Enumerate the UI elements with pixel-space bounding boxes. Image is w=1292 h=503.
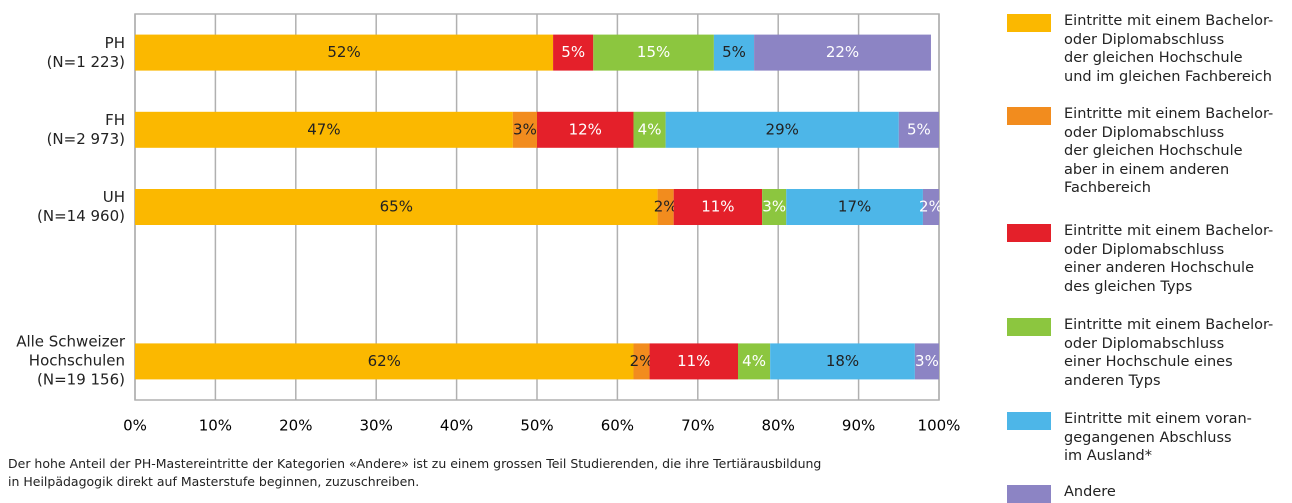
bar-segment — [786, 189, 923, 225]
chart: 0% 10% 20% 30% 40% 50% 60% 70% 80% 90% 100% 52% 5% 15… — [123, 13, 961, 435]
data-label: 5% — [722, 43, 746, 61]
bar-segment — [770, 343, 915, 380]
data-label: 4% — [742, 352, 766, 370]
legend-swatch — [1007, 412, 1051, 430]
y-tick-label: UH (N=14 960) — [37, 188, 125, 225]
bar-segment — [135, 189, 658, 225]
bar-segment — [633, 343, 650, 380]
data-label: 2% — [654, 198, 678, 216]
x-tick-label: 100% — [918, 417, 961, 435]
x-tick-label: 60% — [601, 417, 634, 435]
bar-segment — [738, 343, 771, 380]
legend-label: Eintritte mit einem voran- gegangenen Ab… — [1064, 411, 1252, 464]
bar-segment — [665, 111, 899, 148]
bar-segment — [898, 111, 939, 148]
bar-segment — [657, 189, 674, 225]
x-tick-label: 50% — [520, 417, 553, 435]
y-tick-label: Alle Schweizer Hochschulen (N=19 156) — [16, 332, 125, 389]
legend-label: Eintritte mit einem Bachelor- oder Diplo… — [1064, 106, 1274, 196]
data-label: 12% — [569, 120, 602, 138]
legend-label: Eintritte mit einem Bachelor- oder Diplo… — [1064, 223, 1274, 295]
data-label: 18% — [826, 352, 859, 370]
legend-swatch — [1007, 107, 1051, 125]
x-tick-label: 90% — [842, 417, 875, 435]
x-tick-label: 70% — [681, 417, 714, 435]
legend-swatch — [1007, 14, 1051, 32]
bar-segment — [135, 111, 513, 148]
x-tick-label: 80% — [762, 417, 795, 435]
bar-segment — [673, 189, 763, 225]
legend-label: Eintritte mit einem Bachelor- oder Diplo… — [1064, 317, 1274, 389]
bar-segment — [135, 343, 634, 380]
data-label: 3% — [513, 120, 537, 138]
x-tick-label: 20% — [279, 417, 312, 435]
x-tick-label: 30% — [360, 417, 393, 435]
data-label: 11% — [701, 198, 734, 216]
data-label: 2% — [919, 198, 943, 216]
data-label: 29% — [766, 120, 799, 138]
bar-segment — [914, 343, 939, 380]
data-label: 15% — [637, 43, 670, 61]
data-label: 52% — [327, 43, 360, 61]
bar-segment — [537, 111, 634, 148]
data-label: 3% — [762, 198, 786, 216]
bar-segment — [922, 189, 939, 225]
data-label: 11% — [677, 352, 710, 370]
y-tick-label: PH (N=1 223) — [46, 33, 125, 71]
legend-label: Andere — [1064, 484, 1116, 500]
x-tick-label: 40% — [440, 417, 473, 435]
bar-segment — [754, 34, 931, 71]
bar-segment — [713, 34, 755, 71]
legend-swatch — [1007, 224, 1051, 242]
bar-segment — [649, 343, 738, 380]
data-label: 5% — [907, 120, 931, 138]
legend-swatch — [1007, 485, 1051, 503]
bar-segment — [633, 111, 666, 148]
y-tick-label: FH (N=2 973) — [46, 110, 125, 148]
data-label: 22% — [826, 43, 859, 61]
bar-segment — [512, 111, 537, 148]
data-label: 62% — [368, 352, 401, 370]
data-label: 4% — [638, 120, 662, 138]
bar-segment — [593, 34, 714, 71]
legend-label: Eintritte mit einem Bachelor- oder Diplo… — [1064, 13, 1274, 85]
x-tick-label: 0% — [123, 417, 147, 435]
data-label: 2% — [630, 352, 654, 370]
legend-swatch — [1007, 318, 1051, 336]
bar-segment — [762, 189, 787, 225]
data-label: 17% — [838, 198, 871, 216]
data-label: 47% — [307, 120, 340, 138]
footnote: Der hohe Anteil der PH-Mastereintritte d… — [8, 456, 822, 489]
bar-segment — [553, 34, 594, 71]
x-tick-label: 10% — [199, 417, 232, 435]
bar-segment — [135, 34, 554, 71]
data-label: 3% — [915, 352, 939, 370]
data-label: 65% — [380, 198, 413, 216]
data-label: 5% — [561, 43, 585, 61]
